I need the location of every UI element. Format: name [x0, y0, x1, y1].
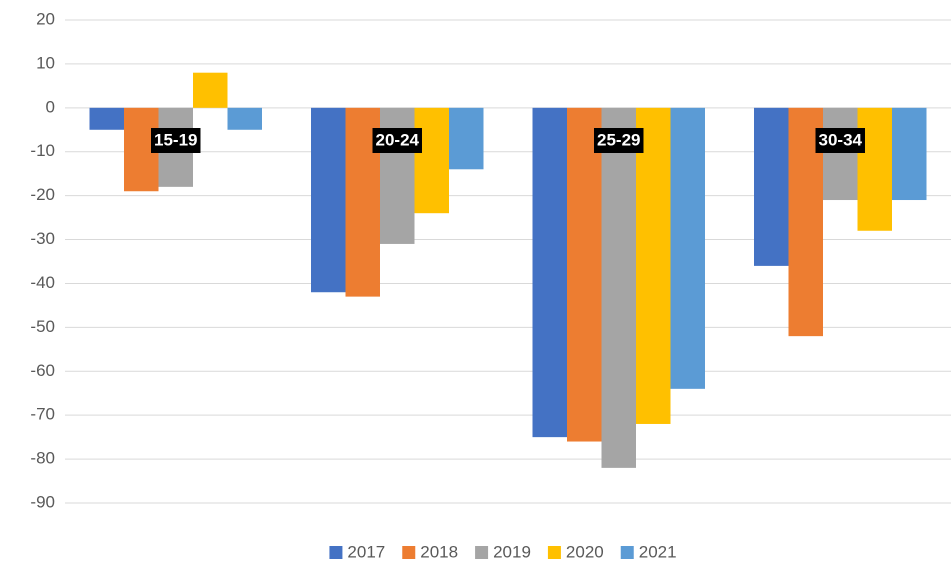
bar [414, 107, 449, 214]
category-label: 20-24 [376, 130, 420, 149]
legend-swatch [402, 546, 416, 559]
y-tick-label: -40 [30, 273, 55, 292]
legend-swatch [620, 546, 634, 559]
bar [892, 107, 927, 201]
y-tick-label: -50 [30, 317, 55, 336]
category-label: 15-19 [154, 130, 197, 149]
category-label: 25-29 [597, 130, 640, 149]
y-tick-label: -70 [30, 405, 55, 424]
bar [670, 107, 705, 389]
y-tick-label: -20 [30, 185, 55, 204]
bar [857, 107, 892, 231]
y-tick-label: -10 [30, 141, 55, 160]
y-tick-label: 0 [46, 97, 55, 116]
y-tick-label: -80 [30, 449, 55, 468]
bar [311, 107, 346, 293]
legend-label: 2017 [347, 542, 385, 561]
legend-label: 2019 [493, 542, 531, 561]
legend-label: 2018 [420, 542, 458, 561]
legend-swatch [547, 546, 561, 559]
legend: 2017 2018 2019 2020 2021 [329, 542, 677, 561]
bar [823, 107, 858, 201]
bar [532, 107, 567, 438]
bar [449, 107, 484, 170]
y-tick-label: -30 [30, 229, 55, 248]
y-tick-label: -90 [30, 492, 55, 511]
category-label-bg [815, 128, 865, 153]
bar [193, 72, 228, 108]
bar [89, 107, 124, 130]
bar [754, 107, 789, 266]
legend-label: 2020 [566, 542, 604, 561]
bar [227, 107, 262, 130]
legend-swatch [329, 546, 343, 559]
y-tick-label: 10 [36, 53, 55, 72]
category-label-bg [372, 128, 422, 153]
y-tick-label: -60 [30, 361, 55, 380]
category-label: 30-34 [819, 130, 863, 149]
category-label-bg [151, 128, 201, 153]
bar [636, 107, 671, 424]
bar [567, 107, 602, 442]
legend-label: 2021 [639, 542, 677, 561]
category-label-bg [594, 128, 644, 153]
bar [601, 107, 636, 468]
legend-swatch [475, 546, 489, 559]
y-tick-label: 20 [36, 9, 55, 28]
